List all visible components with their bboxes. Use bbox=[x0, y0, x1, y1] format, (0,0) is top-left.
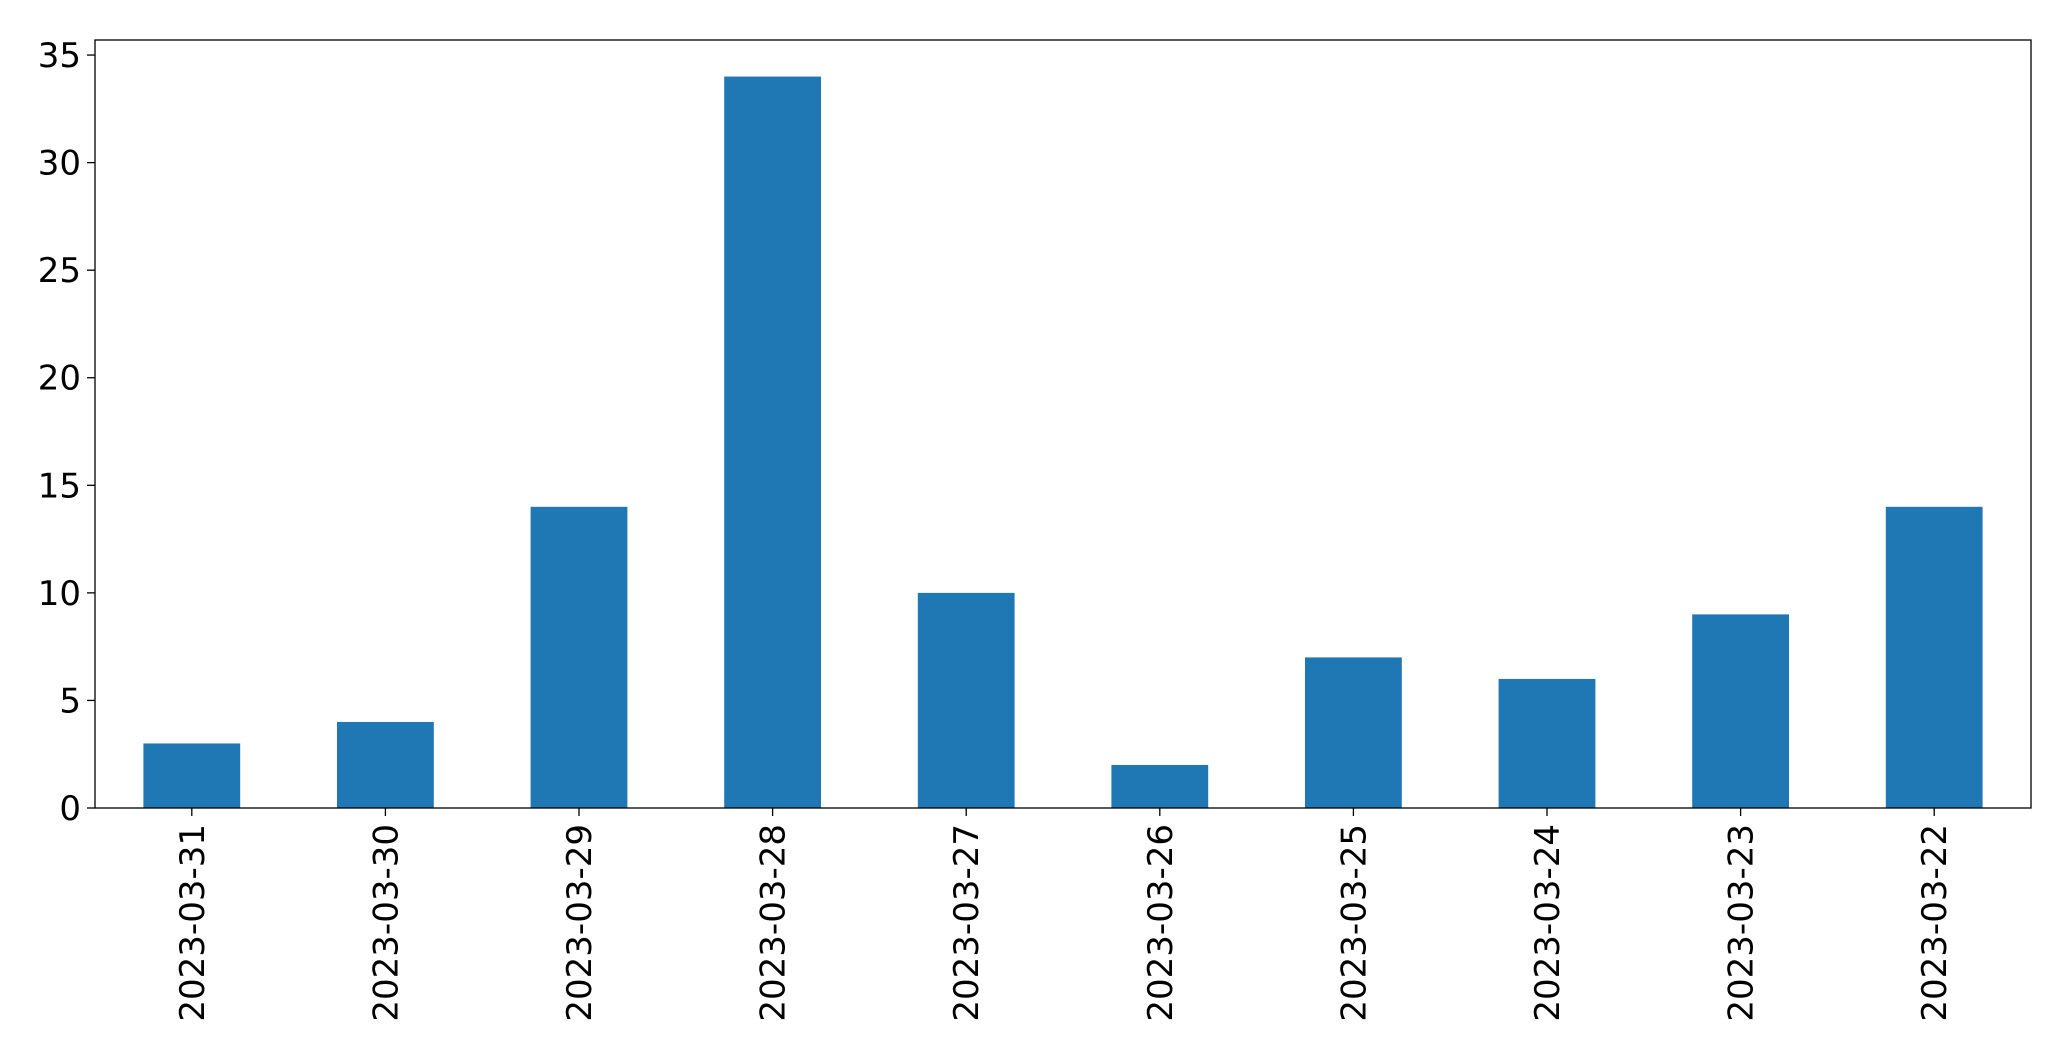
bar bbox=[917, 592, 1015, 808]
bar bbox=[143, 743, 241, 808]
x-tick-label: 2023-03-28 bbox=[754, 824, 794, 1022]
bar bbox=[1885, 506, 1983, 808]
bar bbox=[337, 721, 434, 808]
y-tick-label: 20 bbox=[38, 359, 81, 399]
x-tick-label: 2023-03-25 bbox=[1334, 824, 1374, 1022]
y-tick-label: 15 bbox=[38, 466, 81, 506]
x-tick-label: 2023-03-31 bbox=[173, 824, 213, 1022]
y-tick-label: 10 bbox=[38, 574, 81, 614]
y-tick-label: 30 bbox=[38, 144, 81, 184]
x-tick-label: 2023-03-23 bbox=[1722, 824, 1762, 1022]
x-tick-label: 2023-03-26 bbox=[1141, 824, 1181, 1022]
bar bbox=[1498, 678, 1596, 808]
x-tick-label: 2023-03-29 bbox=[560, 824, 600, 1022]
x-tick-label: 2023-03-22 bbox=[1915, 824, 1955, 1022]
axes-frame bbox=[94, 39, 2032, 809]
y-tick-label: 5 bbox=[59, 681, 81, 721]
bar bbox=[724, 76, 821, 809]
y-tick-label: 35 bbox=[38, 36, 81, 76]
x-tick-label: 2023-03-27 bbox=[947, 824, 987, 1022]
bar bbox=[1692, 614, 1789, 808]
bar bbox=[1111, 764, 1209, 808]
x-tick-label: 2023-03-30 bbox=[366, 824, 406, 1022]
y-tick-label: 0 bbox=[59, 789, 81, 829]
y-tick-label: 25 bbox=[38, 251, 81, 291]
x-tick-label: 2023-03-24 bbox=[1528, 824, 1568, 1022]
bar bbox=[1305, 657, 1402, 808]
bar bbox=[530, 506, 628, 808]
